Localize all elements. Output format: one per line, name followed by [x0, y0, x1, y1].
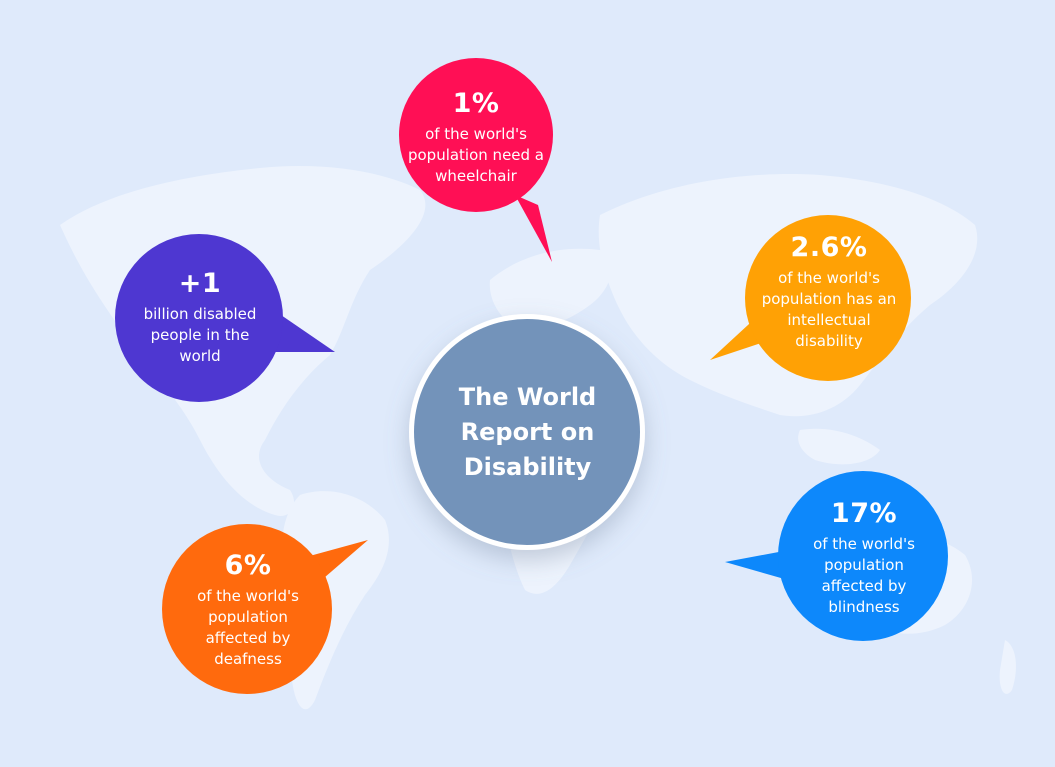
stat-value: +1 [178, 268, 222, 299]
bubble-blindness [725, 471, 948, 641]
stat-description: of the world's population affected by bl… [813, 535, 915, 616]
callout-wheelchair: 1% of the world's population need a whee… [401, 88, 551, 187]
bubble-intellectual [710, 215, 911, 381]
stat-description: of the world's population has an intelle… [761, 269, 897, 350]
stat-value: 17% [830, 498, 898, 529]
callout-blindness: 17% of the world's population affected b… [793, 498, 935, 618]
stat-description: of the world's population affected by de… [197, 587, 299, 668]
center-circle [409, 314, 645, 550]
stat-value: 1% [452, 88, 500, 119]
callout-intellectual: 2.6% of the world's population has an in… [758, 232, 900, 352]
stat-value: 2.6% [790, 232, 868, 263]
center-title: The World Report on Disability [458, 383, 597, 481]
callout-disabled-people: +1 billion disabled people in the world [130, 268, 270, 367]
bubble-wheelchair [399, 58, 553, 262]
stat-description: of the world's population need a wheelch… [407, 125, 545, 185]
bubble-deafness [162, 524, 368, 694]
bubble-disabled-people [115, 234, 335, 402]
callout-deafness: 6% of the world's population affected by… [177, 550, 319, 670]
stat-description: billion disabled people in the world [143, 305, 257, 365]
stat-value: 6% [224, 550, 272, 581]
